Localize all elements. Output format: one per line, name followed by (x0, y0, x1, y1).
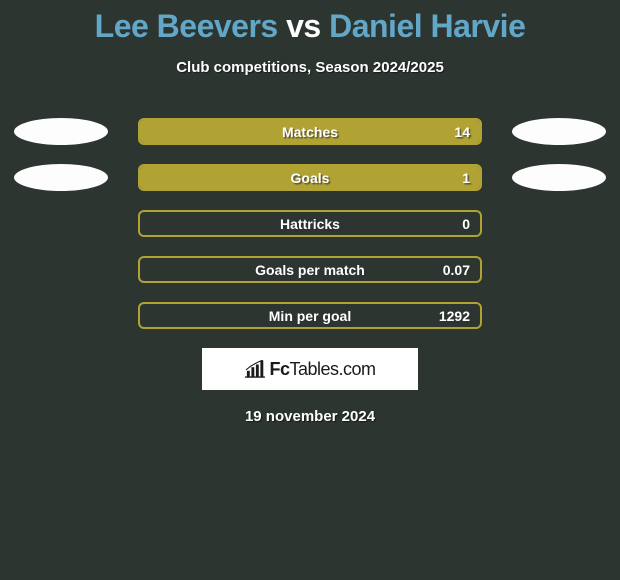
logo-text-trailing: Tables.com (289, 359, 375, 379)
player2-value-ellipse (512, 118, 606, 145)
player2-value-ellipse (512, 164, 606, 191)
player1-name: Lee Beevers (95, 8, 278, 44)
stat-name: Hattricks (140, 212, 480, 237)
stat-name: Goals per match (140, 258, 480, 283)
logo-text: FcTables.com (269, 359, 375, 380)
stat-row: Goals per match0.07 (0, 256, 620, 283)
stat-row: Matches14 (0, 118, 620, 145)
stat-bar-label: Hattricks0 (140, 212, 480, 237)
stat-row: Min per goal1292 (0, 302, 620, 329)
vs-text: vs (286, 8, 321, 44)
stat-bar: Goals per match0.07 (138, 256, 482, 283)
player1-value-ellipse (14, 118, 108, 145)
stats-container: Matches14 Goals1 Hattricks0 Goals per match… (0, 118, 620, 329)
logo-inner: FcTables.com (244, 359, 375, 380)
snapshot-date: 19 november 2024 (0, 408, 620, 425)
player2-name: Daniel Harvie (329, 8, 525, 44)
stat-value-right: 0 (462, 212, 470, 237)
bar-chart-icon (244, 360, 266, 378)
fctables-logo[interactable]: FcTables.com (202, 348, 418, 390)
stat-bar-fill (140, 166, 480, 189)
stat-row: Goals1 (0, 164, 620, 191)
stat-row: Hattricks0 (0, 210, 620, 237)
stat-bar: Min per goal1292 (138, 302, 482, 329)
logo-text-leading: Fc (269, 359, 289, 379)
stat-value-right: 0.07 (443, 258, 470, 283)
stat-bar: Goals1 (138, 164, 482, 191)
stat-bar-label: Min per goal1292 (140, 304, 480, 329)
subtitle: Club competitions, Season 2024/2025 (0, 59, 620, 76)
stat-name: Min per goal (140, 304, 480, 329)
stat-value-right: 1292 (439, 304, 470, 329)
stat-bar-fill (140, 120, 480, 143)
player1-value-ellipse (14, 164, 108, 191)
comparison-title: Lee Beevers vs Daniel Harvie (0, 0, 620, 45)
stat-bar: Hattricks0 (138, 210, 482, 237)
stat-bar-label: Goals per match0.07 (140, 258, 480, 283)
stat-bar: Matches14 (138, 118, 482, 145)
